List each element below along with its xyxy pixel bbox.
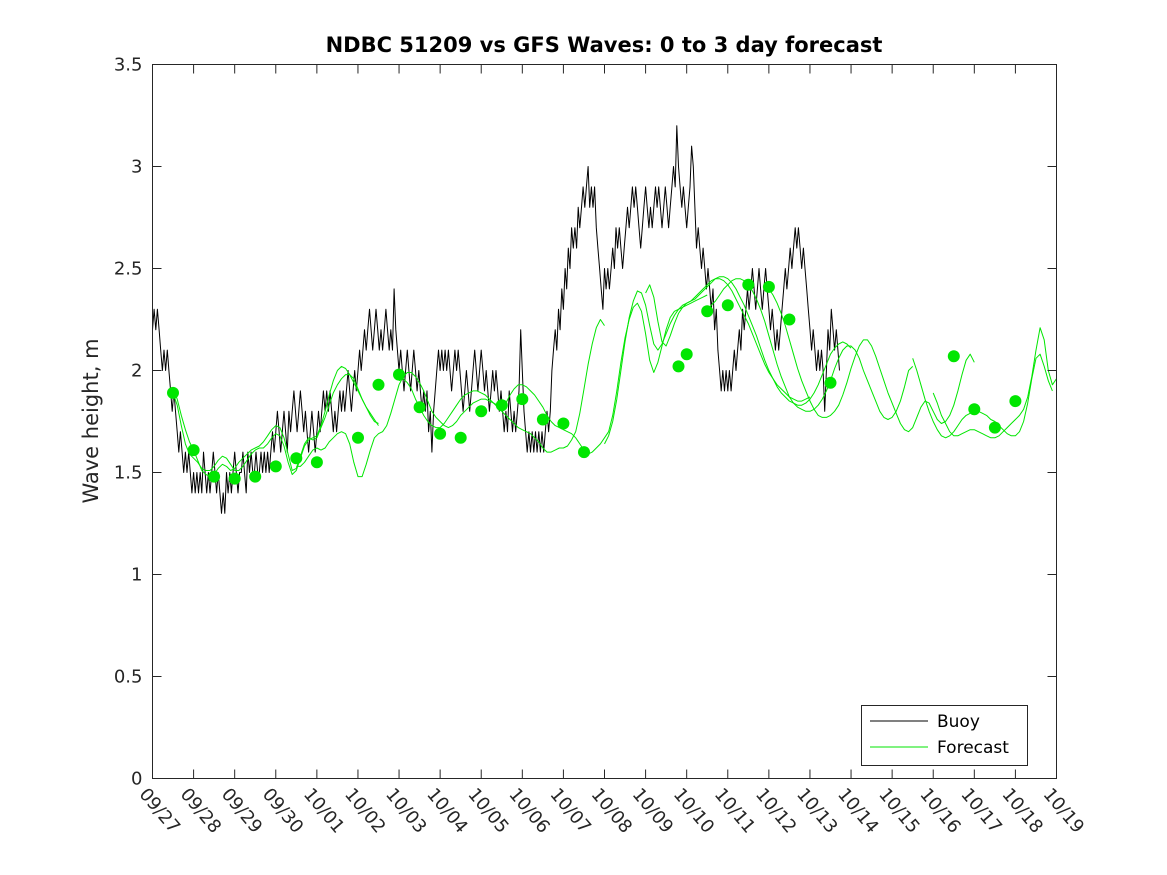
forecast-point bbox=[454, 431, 467, 444]
forecast-point bbox=[495, 399, 508, 412]
forecast-point bbox=[721, 299, 734, 312]
forecast-series-line bbox=[932, 327, 1057, 439]
forecast-series-line bbox=[768, 288, 975, 433]
forecast-point bbox=[701, 305, 714, 318]
x-tick-label: 09/27 bbox=[135, 784, 184, 837]
x-tick-label: 10/19 bbox=[1039, 784, 1088, 837]
x-tick-label: 10/03 bbox=[381, 784, 430, 837]
forecast-series-line bbox=[172, 365, 379, 475]
forecast-point bbox=[947, 350, 960, 363]
forecast-point bbox=[269, 460, 282, 473]
forecast-point bbox=[672, 360, 685, 373]
y-tick-label: 3 bbox=[131, 157, 142, 178]
y-axis-label: Wave height, m bbox=[79, 338, 103, 503]
x-tick-label: 10/14 bbox=[833, 784, 882, 837]
forecast-series-line bbox=[604, 278, 811, 445]
legend-label-forecast: Forecast bbox=[937, 738, 1009, 758]
forecast-markers bbox=[167, 278, 1022, 485]
x-tick-label: 10/05 bbox=[463, 784, 512, 837]
forecast-point bbox=[475, 405, 488, 418]
x-tick-label: 10/07 bbox=[546, 784, 595, 837]
x-tick-label: 10/13 bbox=[792, 784, 841, 837]
y-tick-label: 1.5 bbox=[114, 463, 143, 484]
y-tick-label: 2.5 bbox=[114, 259, 143, 280]
forecast-point bbox=[434, 427, 447, 440]
x-tick-label: 10/10 bbox=[669, 784, 718, 837]
forecast-point bbox=[557, 417, 570, 430]
y-tick-label: 1 bbox=[131, 565, 142, 586]
x-tick-label: 09/29 bbox=[217, 784, 266, 837]
forecast-series-line bbox=[645, 276, 852, 406]
forecast-point bbox=[290, 452, 303, 465]
forecast-point bbox=[187, 444, 200, 457]
forecast-point bbox=[393, 368, 405, 381]
x-tick-label: 10/16 bbox=[915, 784, 964, 837]
forecast-point bbox=[352, 431, 364, 444]
forecast-point bbox=[968, 403, 981, 416]
y-tick-label: 2 bbox=[131, 361, 142, 382]
forecast-point bbox=[372, 378, 385, 391]
y-tick-label: 0 bbox=[131, 769, 142, 790]
forecast-point bbox=[228, 472, 241, 485]
y-tick-layer: 0 0.5 1 1.5 2 2.5 3 3.5 bbox=[114, 55, 1057, 790]
forecast-series-line bbox=[912, 353, 1053, 439]
forecast-series-line bbox=[296, 372, 503, 478]
forecast-point bbox=[578, 446, 590, 459]
forecast-point bbox=[824, 376, 837, 389]
chart-title: NDBC 51209 vs GFS Waves: 0 to 3 day fore… bbox=[326, 33, 883, 57]
forecast-point bbox=[516, 393, 529, 406]
forecast-series-line bbox=[172, 374, 379, 478]
forecast-point bbox=[783, 313, 796, 326]
x-tick-label: 10/01 bbox=[299, 784, 348, 837]
forecast-point bbox=[988, 421, 1001, 434]
x-tick-label: 10/11 bbox=[710, 784, 759, 837]
forecast-point bbox=[310, 456, 323, 469]
forecast-point bbox=[762, 280, 775, 293]
forecast-point bbox=[536, 413, 549, 426]
forecast-point bbox=[1009, 395, 1022, 408]
series-layer bbox=[152, 125, 1057, 514]
x-tick-label: 09/30 bbox=[258, 784, 307, 837]
forecast-point bbox=[413, 401, 426, 414]
legend-box bbox=[861, 705, 1028, 766]
forecast-point bbox=[208, 470, 221, 483]
forecast-point bbox=[249, 470, 262, 483]
forecast-series-line bbox=[501, 294, 708, 455]
x-tick-label: 10/09 bbox=[628, 784, 677, 837]
buoy-series-line bbox=[152, 125, 840, 514]
forecast-point bbox=[167, 386, 179, 399]
x-tick-label: 10/06 bbox=[504, 784, 553, 837]
x-tick-label: 10/18 bbox=[998, 784, 1047, 837]
forecast-series-line bbox=[706, 278, 914, 420]
x-tick-label: 09/28 bbox=[176, 784, 225, 837]
x-tick-label: 10/12 bbox=[751, 784, 800, 837]
x-tick-label: 10/15 bbox=[874, 784, 923, 837]
x-tick-label: 10/04 bbox=[422, 784, 471, 837]
x-tick-label: 10/02 bbox=[340, 784, 389, 837]
forecast-series-line bbox=[398, 319, 605, 453]
forecast-point bbox=[680, 348, 693, 361]
y-tick-label: 0.5 bbox=[114, 667, 143, 688]
forecast-point bbox=[742, 278, 755, 291]
x-tick-label: 10/08 bbox=[587, 784, 636, 837]
x-tick-label: 10/17 bbox=[956, 784, 1005, 837]
legend: Buoy Forecast bbox=[861, 705, 1028, 766]
legend-label-buoy: Buoy bbox=[937, 712, 980, 732]
y-tick-label: 3.5 bbox=[114, 55, 143, 76]
